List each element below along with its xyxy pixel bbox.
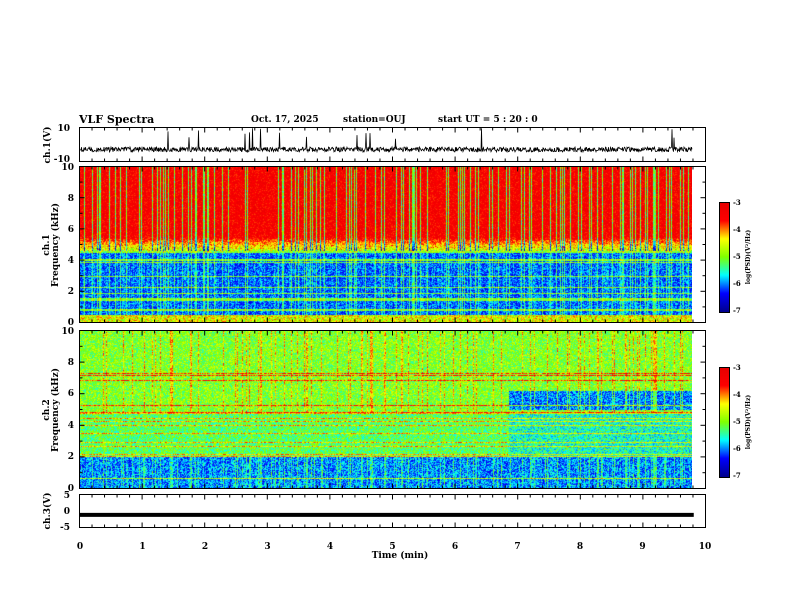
xtick-label: 3 bbox=[264, 542, 270, 552]
ch1-spec-ytick-label: 0 bbox=[68, 318, 74, 328]
ch1-waveform-frame bbox=[79, 127, 706, 162]
ch1-spectrogram-frame bbox=[79, 166, 706, 323]
xtick-label: 4 bbox=[327, 542, 333, 552]
ch1-colorbar-frame bbox=[719, 202, 730, 313]
ch1-spec-ylabel-channel: ch.1 bbox=[42, 234, 52, 255]
ch2-spec-ylabel-channel: ch.2 bbox=[42, 399, 52, 420]
ch2-spec-ytick-label: 10 bbox=[61, 327, 74, 337]
ch1-spec-ytick-label: 6 bbox=[68, 225, 74, 235]
cbar1-tick-label: -5 bbox=[733, 252, 741, 261]
cbar2-tick-label: -5 bbox=[733, 417, 741, 426]
ch3-ytick-label: -5 bbox=[60, 523, 70, 533]
cbar2-title: log(PSD)(V²/Hz) bbox=[745, 395, 752, 450]
station-label: station=OUJ bbox=[343, 115, 406, 125]
ch1-spec-ytick-label: 8 bbox=[68, 194, 74, 204]
xtick-label: 10 bbox=[699, 542, 712, 552]
ch2-spec-ytick-label: 0 bbox=[68, 484, 74, 494]
ch1-ytick-label: 10 bbox=[57, 124, 70, 134]
cbar1-title: log(PSD)(V²/Hz) bbox=[745, 230, 752, 285]
ch2-spec-ytick-label: 4 bbox=[68, 421, 74, 431]
start-time-label: start UT = 5 : 20 : 0 bbox=[438, 115, 538, 125]
ch1-ytick-label: -10 bbox=[54, 155, 70, 165]
ch2-spec-ytick-label: 8 bbox=[68, 358, 74, 368]
ch1-spec-ylabel-freq: Frequency (kHz) bbox=[50, 203, 61, 287]
xtick-label: 2 bbox=[202, 542, 208, 552]
cbar1-tick-label: -4 bbox=[733, 225, 741, 234]
cbar2-tick-label: -7 bbox=[733, 471, 741, 480]
ch3-ylabel: ch.3(V) bbox=[42, 493, 53, 530]
ch2-spectrogram-image bbox=[80, 331, 692, 488]
date-label: Oct. 17, 2025 bbox=[251, 115, 319, 125]
xtick-label: 6 bbox=[452, 542, 458, 552]
ch1-spec-ytick-label: 10 bbox=[61, 163, 74, 173]
figure-title: VLF Spectra bbox=[79, 113, 155, 126]
ch2-spec-ylabel-freq: Frequency (kHz) bbox=[50, 368, 61, 452]
ch1-waveform-line bbox=[80, 128, 693, 154]
xtick-label: 9 bbox=[639, 542, 645, 552]
ch3-ytick-label: 5 bbox=[64, 491, 70, 501]
ch1-ylabel: ch.1(V) bbox=[42, 127, 53, 164]
xtick-label: 5 bbox=[389, 542, 395, 552]
ch1-waveform-series bbox=[80, 128, 693, 154]
ch1-spec-ytick-label: 2 bbox=[68, 287, 74, 297]
xtick-label: 1 bbox=[139, 542, 145, 552]
ch1-spec-ytick-label: 4 bbox=[68, 256, 74, 266]
ch2-colorbar bbox=[719, 367, 729, 477]
ch2-spec-ytick-label: 2 bbox=[68, 452, 74, 462]
ch3-ytick-label: 0 bbox=[64, 507, 70, 517]
xtick-label: 8 bbox=[577, 542, 583, 552]
ch1-colorbar bbox=[719, 202, 729, 312]
cbar1-tick-label: -6 bbox=[733, 279, 741, 288]
cbar2-tick-label: -3 bbox=[733, 363, 741, 372]
ch2-spec-ytick-label: 6 bbox=[68, 389, 74, 399]
cbar1-tick-label: -7 bbox=[733, 306, 741, 315]
ch1-spectrogram-image bbox=[80, 167, 692, 322]
cbar2-tick-label: -4 bbox=[733, 390, 741, 399]
cbar2-tick-label: -6 bbox=[733, 444, 741, 453]
ch2-colorbar-frame bbox=[719, 367, 730, 478]
cbar1-tick-label: -3 bbox=[733, 198, 741, 207]
ch2-spectrogram-frame bbox=[79, 330, 706, 489]
x-axis-title: Time (min) bbox=[372, 550, 429, 561]
xtick-label: 0 bbox=[77, 542, 83, 552]
xtick-label: 7 bbox=[514, 542, 520, 552]
